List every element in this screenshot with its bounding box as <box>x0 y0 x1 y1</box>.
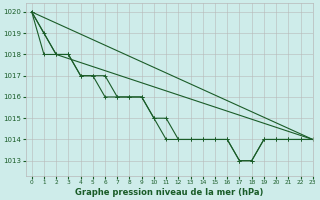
X-axis label: Graphe pression niveau de la mer (hPa): Graphe pression niveau de la mer (hPa) <box>75 188 263 197</box>
